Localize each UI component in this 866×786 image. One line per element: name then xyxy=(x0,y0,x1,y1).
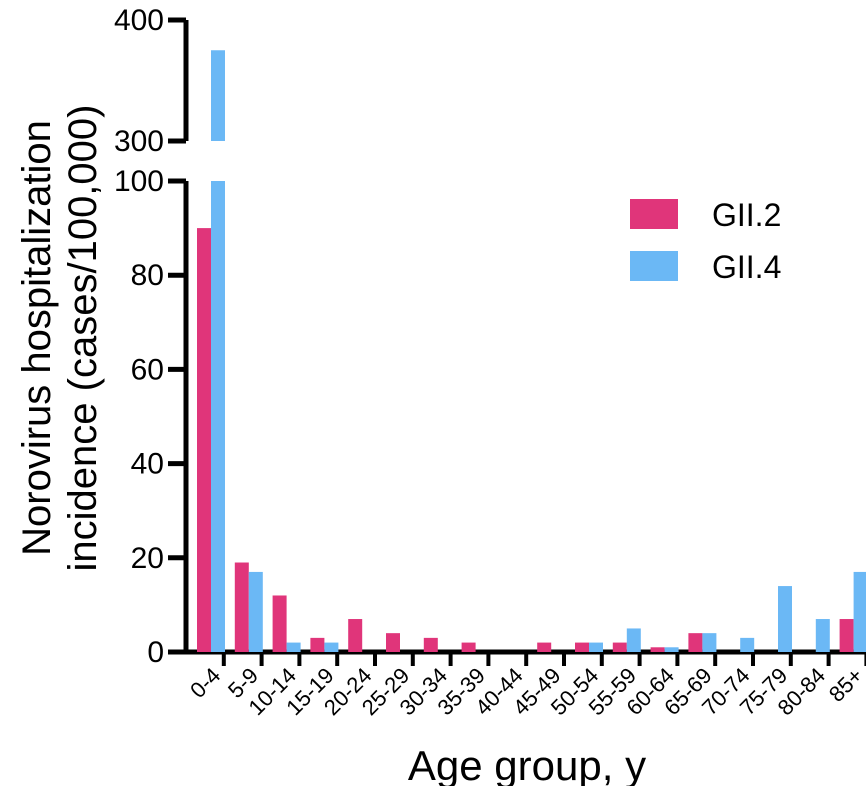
x-tick-label: 85+ xyxy=(824,663,866,707)
bar-gii2-50-54 xyxy=(575,642,589,652)
bar-gii4-85+ xyxy=(853,571,866,652)
bar-gii4-70-74 xyxy=(740,637,755,652)
legend: GII.2 GII.4 xyxy=(630,197,781,285)
bar-gii4-60-64 xyxy=(664,647,679,652)
bar-gii4-55-59 xyxy=(626,628,641,652)
bar-gii2-15-19 xyxy=(310,637,325,652)
bar-gii4-0-4-lower xyxy=(211,181,225,652)
bar-gii2-65-69 xyxy=(688,633,703,652)
bar-gii2-10-14 xyxy=(272,595,287,652)
bar-gii4-80-84 xyxy=(815,619,830,652)
bar-gii2-60-64 xyxy=(650,647,665,652)
bar-gii2-45-49 xyxy=(537,642,552,652)
axis-titles: Age group, y Norovirus hospitalization i… xyxy=(15,105,646,786)
bar-gii2-0-4 xyxy=(197,228,211,652)
bar-gii4-5-9 xyxy=(248,571,263,652)
bar-gii4-65-69 xyxy=(702,633,717,652)
x-axis: 0-45-910-1415-1920-2425-2930-3435-3940-4… xyxy=(184,649,866,720)
bar-gii2-30-34 xyxy=(423,637,438,652)
y-tick-label: 60 xyxy=(131,353,164,386)
bar-gii4-15-19 xyxy=(324,642,339,652)
y-axis-title-line-1: Norovirus hospitalization xyxy=(15,120,59,556)
y-tick-label: 40 xyxy=(131,448,164,481)
bar-gii4-75-79 xyxy=(778,586,792,652)
y-tick-label: 0 xyxy=(147,636,164,669)
y-tick-label: 400 xyxy=(114,4,164,37)
legend-swatch-gii4 xyxy=(630,251,678,281)
bar-gii2-20-24 xyxy=(348,619,363,652)
y-axis: 0 20 40 60 80 100 300 400 xyxy=(114,4,189,669)
x-tick-label: 0-4 xyxy=(185,663,225,703)
bar-gii4-0-4-upper xyxy=(211,50,225,141)
legend-swatch-gii2 xyxy=(630,199,678,229)
y-tick-label: 100 xyxy=(114,165,164,198)
bar-gii4-50-54 xyxy=(589,642,603,652)
y-tick-label: 300 xyxy=(114,125,164,158)
x-axis-title: Age group, y xyxy=(408,742,646,786)
legend-label-gii2: GII.2 xyxy=(712,197,781,233)
bars xyxy=(197,50,866,652)
bar-gii2-25-29 xyxy=(386,633,400,652)
y-axis-title-line-2: incidence (cases/100,000) xyxy=(61,105,105,572)
legend-label-gii4: GII.4 xyxy=(712,249,781,285)
bar-gii2-55-59 xyxy=(612,642,627,652)
bar-gii2-35-39 xyxy=(461,642,476,652)
bar-gii2-85+ xyxy=(839,619,854,652)
bar-gii4-10-14 xyxy=(286,642,301,652)
y-tick-label: 80 xyxy=(131,259,164,292)
bar-gii2-5-9 xyxy=(234,562,249,652)
y-tick-label: 20 xyxy=(131,542,164,575)
